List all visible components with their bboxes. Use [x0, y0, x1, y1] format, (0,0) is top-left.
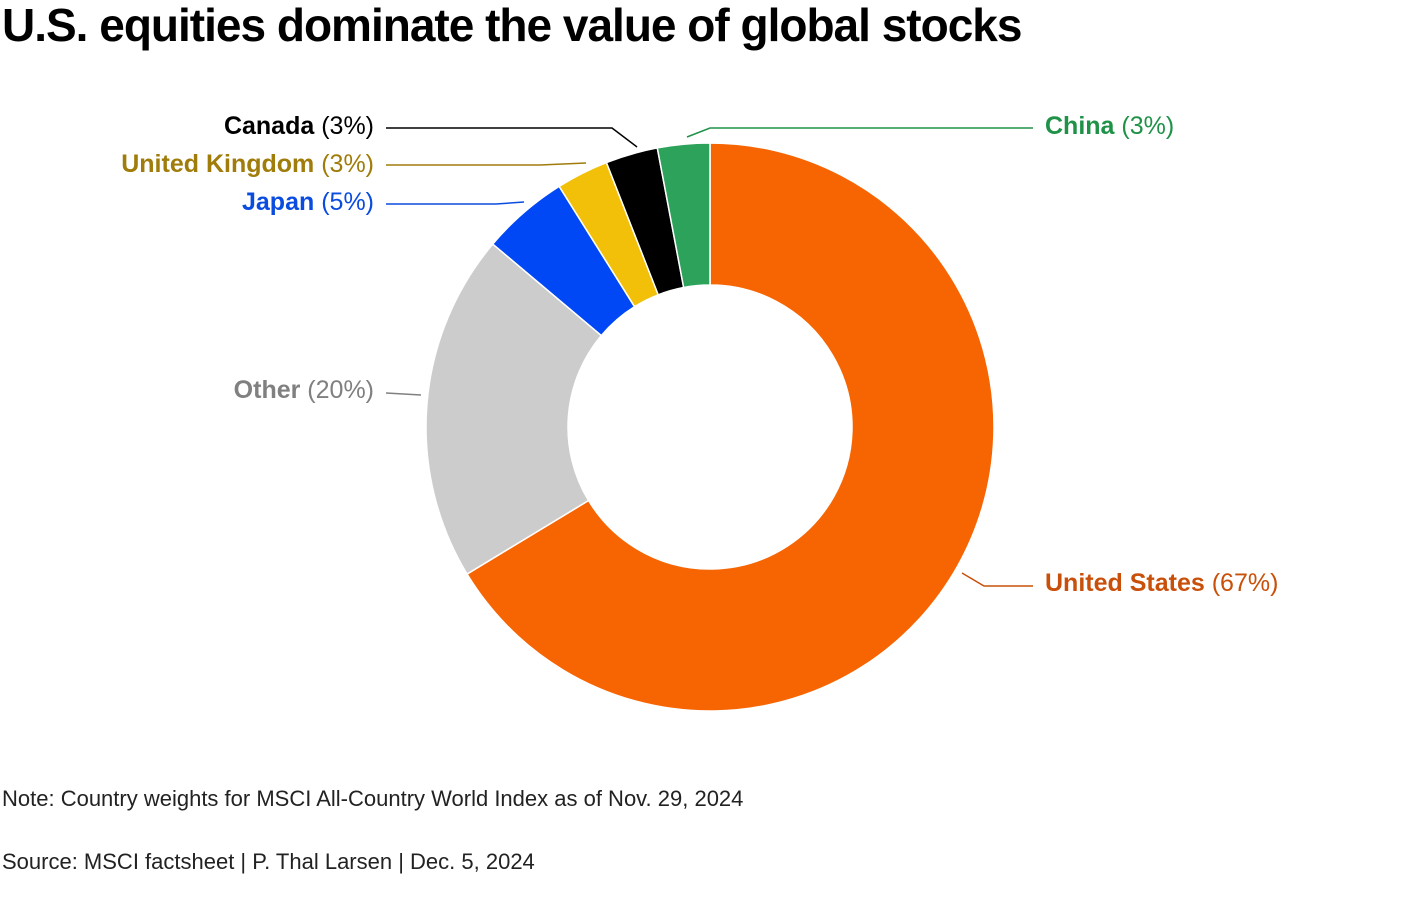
- label-percent-japan: (5%): [314, 188, 374, 216]
- label-other: Other (20%): [234, 376, 374, 404]
- leader-line-japan: [386, 201, 525, 205]
- label-percent-china: (3%): [1114, 112, 1174, 140]
- chart-title: U.S. equities dominate the value of glob…: [2, 0, 1022, 51]
- label-united-states: United States (67%): [1045, 569, 1278, 597]
- label-canada: Canada (3%): [224, 112, 374, 140]
- label-name-china: China: [1045, 112, 1116, 140]
- slice-united-states: [466, 142, 995, 712]
- label-name-other: Other: [234, 376, 301, 404]
- label-china: China (3%): [1045, 112, 1174, 140]
- label-percent-other: (20%): [300, 376, 374, 404]
- label-name-united-states: United States: [1045, 569, 1205, 597]
- leader-line-canada: [386, 127, 638, 148]
- label-name-united-kingdom: United Kingdom: [121, 150, 314, 178]
- label-name-canada: Canada: [224, 112, 315, 140]
- chart-note: Note: Country weights for MSCI All-Count…: [2, 786, 744, 811]
- label-name-japan: Japan: [242, 188, 314, 216]
- label-percent-canada: (3%): [314, 112, 374, 140]
- leader-line-other: [385, 392, 422, 396]
- leader-line-china: [686, 127, 1033, 138]
- label-united-kingdom: United Kingdom (3%): [121, 150, 374, 178]
- label-percent-united-kingdom: (3%): [314, 150, 374, 178]
- chart-source: Source: MSCI factsheet | P. Thal Larsen …: [2, 849, 535, 874]
- leader-line-united-states: [961, 572, 1033, 587]
- leader-line-united-kingdom: [386, 162, 587, 166]
- label-percent-united-states: (67%): [1205, 569, 1279, 597]
- slice-other: [425, 243, 603, 576]
- slice-china: [656, 142, 711, 289]
- label-japan: Japan (5%): [242, 188, 374, 216]
